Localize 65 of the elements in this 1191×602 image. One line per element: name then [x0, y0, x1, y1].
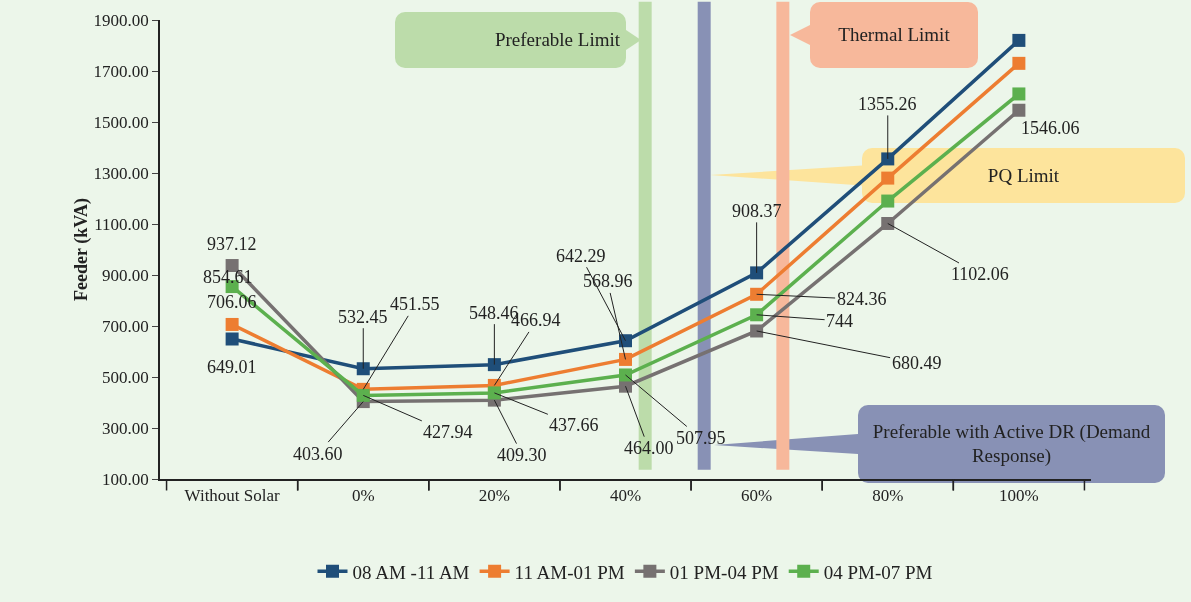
data-label: 568.96 [583, 271, 633, 291]
point [881, 152, 895, 166]
ref-line-label: Preferable Limit [493, 28, 620, 53]
data-label: 642.29 [556, 246, 606, 266]
point [1012, 56, 1026, 70]
x-tick-label: 80% [872, 486, 904, 506]
x-tick-label: 100% [999, 486, 1039, 506]
data-label: 908.37 [732, 201, 782, 221]
point [1012, 33, 1026, 47]
data-label: 680.49 [892, 353, 942, 373]
data-label: 1102.06 [951, 264, 1009, 284]
point [881, 171, 895, 185]
point [356, 362, 370, 376]
y-tick-label: 700.00 [102, 316, 149, 336]
data-label: 437.66 [549, 415, 599, 435]
point [356, 388, 370, 402]
y-tick-label: 100.00 [102, 469, 149, 489]
point [487, 386, 501, 400]
legend-label: 01 PM-04 PM [669, 561, 779, 583]
data-label: 409.30 [497, 445, 547, 465]
data-label: 649.01 [207, 357, 257, 377]
legend-label: 04 PM-07 PM [823, 561, 933, 583]
data-label: 403.60 [293, 444, 343, 464]
data-label: 464.00 [624, 438, 674, 458]
annotation: PQ Limit [986, 163, 1061, 188]
y-tick-label: 1500.00 [93, 112, 149, 132]
data-label: 427.94 [423, 422, 473, 442]
x-tick-label: 20% [478, 486, 510, 506]
point [619, 368, 632, 382]
point [750, 287, 764, 301]
data-label: 532.45 [338, 307, 388, 327]
x-tick-label: 60% [741, 486, 773, 506]
point [750, 266, 764, 280]
ref-line-label: Preferable with Active DR (Demand Response) [871, 420, 1152, 468]
y-tick-label: 500.00 [102, 367, 149, 387]
point [487, 358, 501, 372]
data-label: 824.36 [837, 289, 887, 309]
x-tick-label: 40% [609, 486, 642, 506]
point [750, 308, 764, 322]
y-tick-label: 1300.00 [93, 163, 149, 183]
point [750, 324, 764, 338]
point [881, 194, 895, 208]
y-tick-label: 900.00 [102, 265, 149, 285]
x-tick-label: 0% [351, 486, 375, 506]
data-label: 744 [826, 311, 853, 331]
y-tick-label: 1700.00 [93, 61, 149, 81]
data-label: 1546.06 [1021, 118, 1080, 138]
legend-label: 08 AM -11 AM [352, 561, 470, 583]
point [1012, 103, 1026, 117]
y-tick-label: 1900.00 [93, 10, 149, 30]
data-label: 507.95 [676, 428, 726, 448]
data-label: 451.55 [390, 294, 440, 314]
y-axis-title: Feeder (kVA) [71, 198, 93, 301]
data-label: 937.12 [207, 234, 257, 254]
data-label: 1355.26 [858, 94, 917, 114]
y-tick-label: 1100.00 [94, 214, 149, 234]
legend-label: 11 AM-01 PM [514, 561, 625, 583]
point [1012, 87, 1026, 101]
point [225, 317, 239, 331]
y-tick-label: 300.00 [102, 418, 149, 438]
x-tick-label: Without Solar [184, 486, 281, 506]
point [881, 216, 895, 230]
ref-line-label: Thermal Limit [837, 23, 951, 48]
point [225, 332, 239, 346]
point [619, 352, 632, 366]
